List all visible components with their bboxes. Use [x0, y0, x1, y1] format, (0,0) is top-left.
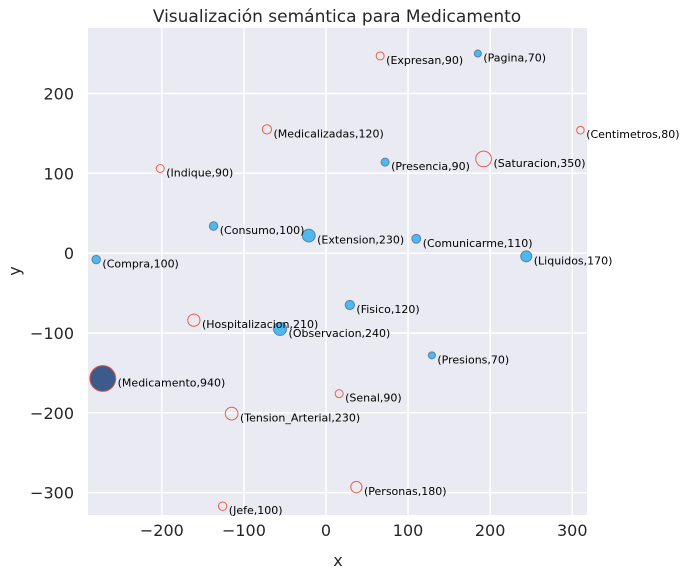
data-point: [208, 221, 219, 231]
data-label: (Liquidos,170): [534, 254, 613, 267]
data-label: (Extension,230): [317, 234, 404, 247]
data-point: [350, 480, 363, 494]
data-label: (Tension_Arterial,230): [240, 412, 360, 425]
x-axis-label: x: [333, 551, 342, 570]
x-tick-label: 300: [557, 521, 588, 540]
data-point: [375, 51, 385, 61]
data-point: [187, 313, 201, 327]
data-label: (Observacion,240): [289, 327, 391, 340]
data-point: [91, 254, 101, 265]
data-point: [155, 164, 165, 173]
data-point: [520, 250, 533, 263]
data-label: (Medicamento,940): [118, 376, 226, 389]
data-label: (Personas,180): [364, 485, 447, 498]
chart-title: Visualización semántica para Medicamento: [153, 7, 521, 27]
data-label: (Hospitalizacion,210): [202, 318, 318, 331]
x-tick-label: −100: [222, 521, 266, 540]
data-point: [273, 321, 288, 336]
data-label: (Indique,90): [166, 167, 233, 180]
data-label: (Consumo,100): [220, 224, 305, 237]
data-point: [301, 228, 316, 243]
y-tick-label: −200: [30, 404, 74, 423]
data-label: (Expresan,90): [386, 54, 463, 67]
data-label: (Senal,90): [345, 392, 402, 405]
data-point: [576, 125, 585, 135]
data-point: [334, 389, 344, 399]
data-label: (Compra,100): [102, 258, 178, 271]
data-point: [380, 157, 390, 167]
data-point: [473, 49, 482, 58]
y-tick-label: 0: [64, 244, 74, 263]
x-tick-labels: −200 −100 0 100 200 300: [140, 521, 588, 540]
point-labels: (Expresan,90) (Pagina,70) (Centimetros,80)…: [102, 52, 679, 518]
y-tick-labels: −300 −200 −100 0 100 200: [30, 84, 74, 502]
y-tick-label: −300: [30, 484, 74, 503]
data-point: [344, 299, 355, 311]
grid-lines: [88, 28, 587, 515]
data-point: [217, 501, 228, 511]
y-tick-label: −100: [30, 324, 74, 343]
data-label: (Jefe,100): [229, 504, 283, 517]
data-point: [261, 124, 273, 135]
x-tick-label: 200: [475, 521, 506, 540]
plot-background: [88, 28, 587, 515]
y-axis-label: y: [5, 266, 24, 275]
data-label: (Presions,70): [437, 353, 509, 366]
data-label: (Centimetros,80): [586, 128, 679, 141]
data-point: [475, 150, 492, 168]
data-label: (Medicalizadas,120): [274, 127, 384, 140]
data-point: [411, 233, 422, 244]
y-tick-label: 100: [43, 164, 74, 183]
x-tick-label: 0: [321, 521, 331, 540]
data-point: [427, 351, 436, 360]
data-point: [89, 365, 117, 392]
data-label: (Comunicarme,110): [423, 237, 533, 250]
x-tick-label: −200: [140, 521, 184, 540]
data-label: (Fisico,120): [356, 303, 419, 316]
data-label: (Saturacion,350): [493, 157, 585, 170]
x-tick-label: 100: [393, 521, 424, 540]
data-label: (Pagina,70): [483, 52, 546, 65]
data-point: [224, 406, 239, 421]
data-points: [89, 49, 585, 511]
y-tick-label: 200: [43, 84, 74, 103]
data-label: (Presencia,90): [391, 160, 470, 173]
